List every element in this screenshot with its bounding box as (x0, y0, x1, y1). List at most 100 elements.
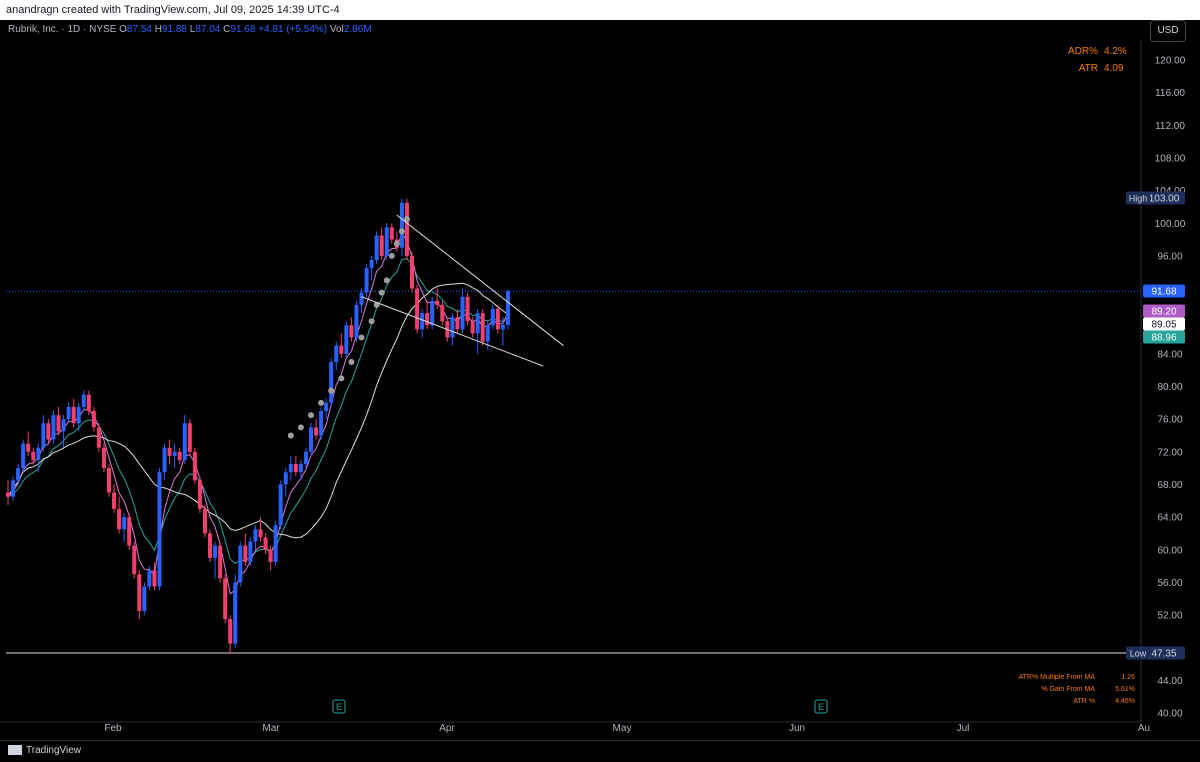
earnings-marker-icon (814, 699, 828, 714)
close-value: 91.68 (230, 24, 256, 35)
signal-dot (368, 318, 375, 325)
candle-body (197, 480, 202, 509)
candle-body (192, 451, 197, 481)
candle-body (334, 345, 339, 363)
candle-body (223, 578, 228, 620)
candle-body (248, 541, 253, 562)
candle-body (41, 423, 46, 448)
stats-name: % Gain From MA (1041, 686, 1095, 693)
y-tick-label: 84.00 (1157, 349, 1182, 360)
candle-body (71, 406, 76, 424)
y-tick-label: 60.00 (1157, 545, 1182, 556)
price-tag-label: Low (1130, 649, 1147, 659)
earnings-marker-icon (332, 699, 346, 714)
signal-dot (388, 252, 395, 259)
candle-body (258, 529, 263, 538)
candle-body (339, 345, 344, 354)
candle-body (56, 415, 61, 432)
candle-body (117, 508, 122, 530)
indicator-name: ADR% (1067, 46, 1098, 57)
earnings-marker-label: E (818, 702, 824, 712)
candle-body (410, 255, 414, 289)
price-tag-value: 88.96 (1151, 333, 1176, 344)
candle-body (455, 317, 460, 330)
candle-body (369, 259, 374, 269)
signal-dot (348, 359, 355, 366)
candle-body (96, 427, 101, 448)
candle-body (152, 570, 157, 587)
price-tag-box (1143, 191, 1185, 205)
y-tick-label: 116.00 (1155, 88, 1185, 99)
candle-body (475, 313, 480, 334)
candle-body (440, 304, 445, 322)
candle-body (329, 362, 334, 403)
candle-body (51, 415, 56, 440)
signal-dot (328, 387, 335, 394)
candle-body (228, 619, 233, 644)
candle-body (303, 451, 308, 465)
price-tag-label-box (1126, 646, 1150, 660)
candle-body (430, 300, 435, 326)
signal-dot (287, 432, 294, 439)
indicator-name: ATR (1078, 63, 1098, 74)
candle-body (61, 419, 66, 432)
candle-body (324, 402, 329, 411)
candle-body (233, 582, 238, 644)
candle-body (319, 410, 324, 436)
candle-body (404, 202, 409, 256)
y-tick-label: 108.00 (1155, 153, 1186, 164)
high-value: 91.88 (161, 24, 187, 35)
candle-body (344, 325, 349, 354)
change-value: +4.81 (+5.54%) (258, 24, 328, 35)
volume-label: Vol (329, 24, 344, 35)
candle-body (364, 268, 369, 293)
candle-body (187, 423, 192, 452)
candle-body (157, 472, 162, 587)
y-tick-label: 68.00 (1157, 480, 1182, 491)
brand-logo[interactable]: TradingView (8, 745, 81, 756)
open-value: 87.54 (126, 24, 152, 35)
candle-body (107, 468, 111, 493)
x-tick-label: Jul (957, 723, 970, 734)
signal-dot (383, 277, 390, 284)
candle-body (76, 406, 81, 424)
candle-body (314, 427, 319, 436)
candle-body (505, 291, 510, 325)
candle-body (202, 508, 207, 534)
y-tick-label: 52.00 (1157, 611, 1182, 622)
currency-button[interactable]: USD (1150, 20, 1186, 42)
candle-body (309, 427, 313, 452)
signal-dot (398, 228, 405, 235)
candle-body (162, 447, 167, 473)
y-tick-label: 64.00 (1157, 513, 1182, 524)
candle-body (485, 325, 490, 342)
y-tick-label: 100.00 (1155, 219, 1186, 230)
trendline (396, 214, 564, 347)
candle-body (26, 443, 31, 452)
candle-body (283, 472, 288, 485)
watermark-text: anandragn created with TradingView.com, … (6, 4, 340, 16)
candle-body (132, 545, 137, 575)
price-tag-value: 91.68 (1151, 287, 1176, 298)
candle-body (298, 464, 303, 473)
candle-body (500, 324, 505, 330)
candle-body (263, 537, 268, 550)
close-label: C (223, 24, 231, 35)
price-tag-box (1143, 304, 1185, 318)
indicator-value: 4.2% (1104, 46, 1127, 57)
signal-dot (297, 424, 304, 431)
candle-body (147, 570, 152, 587)
candle-body (112, 492, 117, 509)
x-tick-label: Jun (789, 723, 805, 734)
candle-body (374, 235, 379, 260)
x-tick-label: May (613, 723, 632, 734)
x-tick-label: Apr (439, 723, 455, 734)
candle-body (460, 296, 465, 330)
candle-body (465, 296, 470, 322)
candle-body (86, 394, 91, 411)
y-tick-label: 96.00 (1157, 251, 1182, 262)
candle-body (293, 464, 298, 473)
candle-body (435, 300, 440, 305)
price-tag-label-box (1126, 191, 1150, 205)
